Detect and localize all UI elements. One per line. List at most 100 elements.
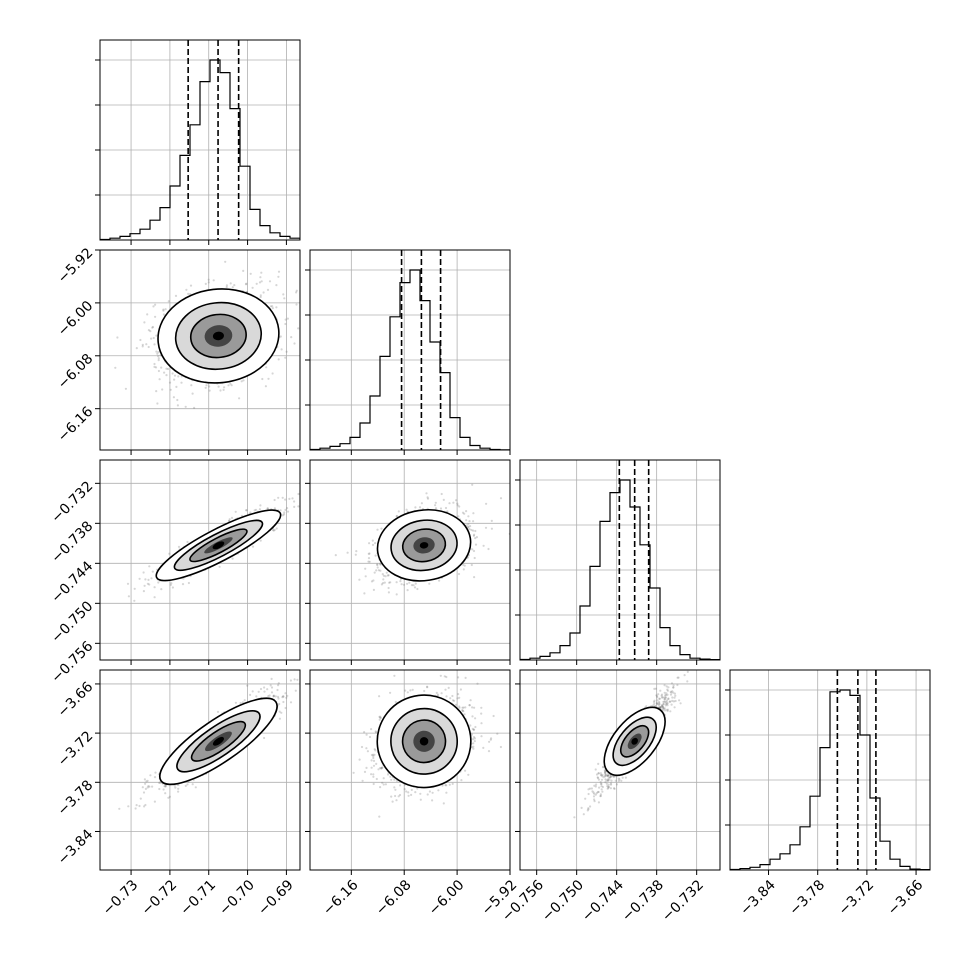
scatter-point [408,581,411,584]
scatter-point [151,326,154,329]
scatter-point [144,782,147,785]
scatter-point [150,337,153,340]
scatter-point [418,506,422,509]
scatter-point [149,774,152,777]
scatter-point [116,336,119,339]
scatter-point [406,582,409,585]
scatter-point [282,293,285,296]
scatter-point [151,785,154,788]
scatter-point [425,492,428,495]
scatter-point [487,547,490,551]
scatter-point [388,581,391,584]
scatter-point [176,404,179,407]
scatter-point [380,527,383,530]
scatter-point [143,778,146,781]
scatter-point [174,294,178,297]
scatter-panel-2-0: −0.756−0.750−0.744−0.738−0.732 [48,459,301,686]
scatter-point [142,590,145,593]
scatter-point [259,504,262,507]
scatter-point [190,384,193,387]
scatter-point [379,569,382,572]
scatter-point [282,513,286,516]
scatter-point [368,542,371,545]
scatter-point [414,582,417,585]
scatter-point [261,377,264,381]
scatter-point [133,599,136,602]
scatter-point [456,502,459,505]
scatter-point [145,780,148,783]
scatter-point [438,579,441,582]
scatter-point [368,552,371,555]
scatter-point [169,583,172,587]
scatter-point [157,351,160,354]
scatter-point [452,501,455,504]
scatter-point [259,294,262,297]
scatter-point [216,710,220,714]
scatter-point [186,783,189,786]
panel-frame [99,249,301,451]
scatter-point [473,576,476,579]
scatter-point [434,504,437,507]
scatter-point [212,279,215,282]
scatter-point [171,372,174,375]
scatter-point [164,785,167,788]
scatter-point [473,556,476,560]
scatter-point [410,584,414,587]
scatter-point [176,398,179,402]
scatter-point [249,511,252,514]
scatter-point [467,515,470,518]
scatter-point [284,322,287,326]
scatter-point [377,569,380,572]
scatter-point [158,781,161,785]
scatter-point [293,505,296,508]
scatter-point [285,696,288,699]
y-tick-label: −0.732 [48,478,96,526]
scatter-point [266,288,270,291]
scatter-point [259,295,262,299]
scatter-point [381,573,384,576]
scatter-point [387,574,390,577]
scatter-point [490,519,493,523]
scatter-point [279,509,282,512]
y-tick-label: −0.750 [48,598,96,646]
scatter-point [268,280,272,283]
scatter-point [490,527,493,530]
scatter-point [204,282,207,285]
scatter-point [229,382,232,385]
scatter-point [472,512,475,515]
scatter-point [439,507,443,510]
scatter-point [474,537,477,540]
y-tick-label: −6.08 [55,351,97,393]
scatter-point [368,560,371,563]
scatter-point [160,366,163,369]
scatter-point [471,483,474,486]
scatter-point [278,717,281,720]
scatter-point [175,385,178,388]
scatter-point [364,575,367,578]
scatter-point [114,366,117,369]
scatter-point [484,526,488,529]
scatter-point [253,509,256,512]
scatter-point [297,505,300,508]
scatter-point [230,516,234,520]
scatter-point [148,583,151,586]
scatter-point [467,525,470,529]
scatter-point [280,348,283,351]
scatter-point [399,580,402,583]
scatter-point [225,284,228,287]
scatter-point [273,528,276,532]
scatter-point [168,552,171,555]
scatter-point [251,545,255,548]
scatter-point [293,342,296,345]
scatter-point [172,396,175,399]
scatter-point [187,292,190,295]
scatter-point [147,578,150,582]
scatter-point [442,498,445,501]
scatter-point [283,511,286,514]
scatter-point [277,275,280,278]
scatter-point [462,563,465,566]
scatter-point [245,282,248,285]
scatter-point [440,492,443,496]
scatter-point [254,508,258,511]
